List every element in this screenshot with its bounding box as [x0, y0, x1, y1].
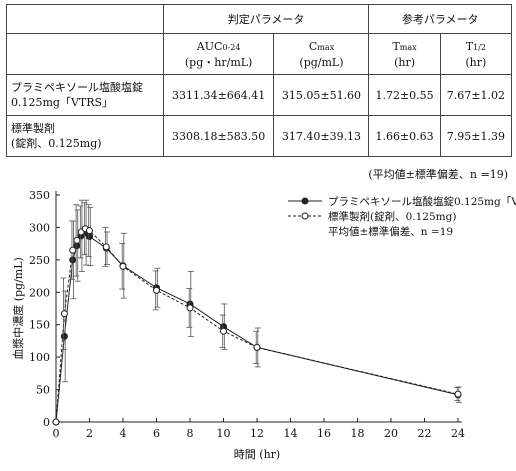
cell-tmax-reference: 1.66±0.63 [368, 115, 441, 157]
data-point [69, 256, 77, 264]
legend-label: プラミペキソール塩酸塩錠0.125mg「VTRS」 [328, 195, 516, 208]
row-label-reference: 標準製剤 (錠剤、0.125mg) [6, 115, 164, 157]
x-tick-label: 20 [384, 427, 398, 440]
y-tick-label: 0 [43, 416, 50, 429]
cell-auc-reference: 3308.18±583.50 [162, 115, 275, 157]
data-point [454, 390, 462, 398]
table-row: プラミペキソール塩酸塩錠 0.125mg「VTRS」 3311.34±664.4… [6, 74, 513, 116]
x-tick-label: 18 [351, 427, 365, 440]
x-tick-label: 4 [120, 427, 127, 440]
legend-marker [301, 212, 309, 220]
x-tick-label: 14 [284, 427, 298, 440]
data-point [86, 227, 93, 235]
chart-legend: プラミペキソール塩酸塩錠0.125mg「VTRS」標準製剤(錠剤、0.125mg… [288, 195, 516, 238]
group-header-judgement: 判定パラメータ [162, 4, 370, 34]
data-point [86, 233, 93, 241]
col-header-thalf: T1/2 (hr) [439, 33, 513, 75]
x-tick-label: 2 [86, 427, 93, 440]
series-2 [52, 202, 462, 426]
x-tick-label: 16 [317, 427, 331, 440]
data-point [69, 246, 77, 254]
x-axis-label: 時間 (hr) [234, 448, 280, 461]
data-point [220, 327, 227, 335]
x-tick-label: 22 [418, 427, 432, 440]
y-tick-label: 100 [29, 351, 50, 364]
data-point [153, 286, 160, 294]
y-tick-label: 200 [29, 286, 50, 299]
table-footnote: (平均値±標準偏差、n =19) [368, 168, 508, 181]
data-point [73, 236, 81, 244]
legend-marker [301, 197, 309, 205]
cell-auc-test: 3311.34±664.41 [162, 74, 275, 116]
data-point [253, 343, 261, 351]
row-label-test: プラミペキソール塩酸塩錠 0.125mg「VTRS」 [6, 74, 164, 116]
col-header-tmax: Tmax (hr) [368, 33, 441, 75]
legend-note: 平均値±標準偏差、n =19 [328, 225, 453, 238]
cell-tmax-test: 1.72±0.55 [368, 74, 441, 116]
x-tick-label: 12 [250, 427, 264, 440]
pk-parameter-table: 判定パラメータ 参考パラメータ AUC0-24 (pg・hr/mL) Cmax … [6, 4, 513, 157]
data-point [119, 262, 127, 270]
col-header-auc: AUC0-24 (pg・hr/mL) [162, 33, 275, 75]
x-tick-label: 10 [217, 427, 231, 440]
y-tick-label: 350 [29, 189, 50, 202]
series-line [55, 231, 459, 423]
y-tick-label: 50 [36, 384, 50, 397]
group-header-reference: 参考パラメータ [368, 4, 512, 34]
col-header-cmax: Cmax (pg/mL) [273, 33, 370, 75]
x-tick-label: 24 [451, 427, 465, 440]
y-axis-label: 血漿中濃度 (pg/mL) [11, 257, 25, 360]
cell-cmax-test: 315.05±51.60 [273, 74, 370, 116]
x-tick-label: 6 [153, 427, 160, 440]
y-tick-label: 150 [29, 319, 50, 332]
data-point [52, 418, 60, 426]
data-point [102, 243, 110, 251]
cell-cmax-reference: 317.40±39.13 [273, 115, 370, 157]
y-tick-label: 250 [29, 254, 50, 267]
table-row: 標準製剤 (錠剤、0.125mg) 3308.18±583.50 317.40±… [6, 115, 513, 157]
series-line [55, 228, 459, 423]
cell-thalf-test: 7.67±1.02 [439, 74, 513, 116]
y-tick-label: 300 [29, 221, 50, 234]
legend-label: 標準製剤(錠剤、0.125mg) [328, 210, 456, 223]
chart-plot-area [52, 199, 462, 426]
x-tick-label: 0 [53, 427, 60, 440]
data-point [60, 310, 68, 318]
cell-thalf-reference: 7.95±1.39 [439, 115, 513, 157]
x-tick-label: 8 [187, 427, 194, 440]
data-point [186, 304, 194, 312]
table-corner [6, 4, 164, 34]
table-corner-lower [6, 33, 164, 75]
